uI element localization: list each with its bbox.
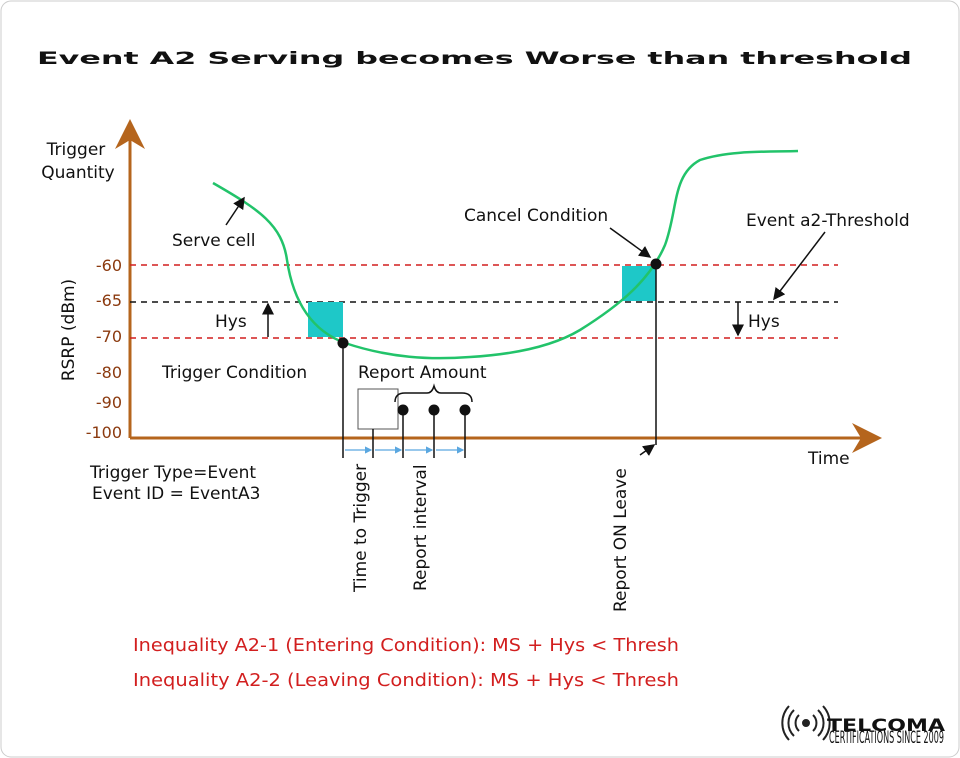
annotation: Hys (748, 312, 780, 332)
annotation: Hys (215, 312, 247, 332)
inequality: Inequality A2-2 (Leaving Condition): MS … (133, 670, 679, 691)
annotation: Serve cell (172, 231, 255, 251)
annotation: Cancel Condition (464, 206, 608, 226)
annotation: Time to Trigger (351, 464, 371, 593)
trigger-info: Event ID = EventA3 (92, 484, 260, 504)
report-dot (428, 404, 440, 416)
logo-tagline: CERTIFICATIONS SINCE 2009 (829, 728, 944, 748)
x-axis-label: Time (807, 449, 850, 469)
y-unit-label: RSRP (dBm) (59, 279, 79, 381)
y-tick: -70 (96, 327, 122, 346)
annotation: Report Amount (358, 363, 487, 383)
annotation: Trigger Condition (161, 363, 307, 383)
trigger-point (337, 337, 349, 349)
y-tick: -60 (96, 256, 122, 275)
title: Event A2 Serving becomes Worse than thre… (37, 49, 912, 69)
trigger-info: Trigger Type=Event (89, 463, 256, 483)
annotation: Report ON Leave (611, 468, 631, 612)
y-tick: -65 (96, 291, 122, 310)
y-axis-label: Quantity (41, 163, 114, 183)
pointer-arrow (639, 444, 656, 456)
pointer-arrow (609, 227, 652, 258)
annotation: Report interval (411, 464, 431, 591)
y-tick: -90 (96, 393, 122, 412)
y-tick: -100 (86, 423, 122, 442)
y-tick: -80 (96, 363, 122, 382)
pointer-arrow (225, 196, 245, 226)
inequality: Inequality A2-1 (Entering Condition): MS… (133, 635, 679, 656)
logo-icon (781, 705, 831, 741)
brace (394, 383, 473, 403)
serving-cell-curve (212, 149, 799, 360)
annotation: Event a2-Threshold (746, 211, 910, 231)
pointer-arrow (773, 231, 826, 301)
report-box (357, 388, 399, 430)
report-dot (397, 404, 409, 416)
hys-box (308, 302, 343, 337)
y-axis-label: Trigger (46, 140, 106, 160)
cancel-point (650, 258, 662, 270)
report-dot (459, 404, 471, 416)
logo-name: TELCOMA (827, 716, 946, 736)
